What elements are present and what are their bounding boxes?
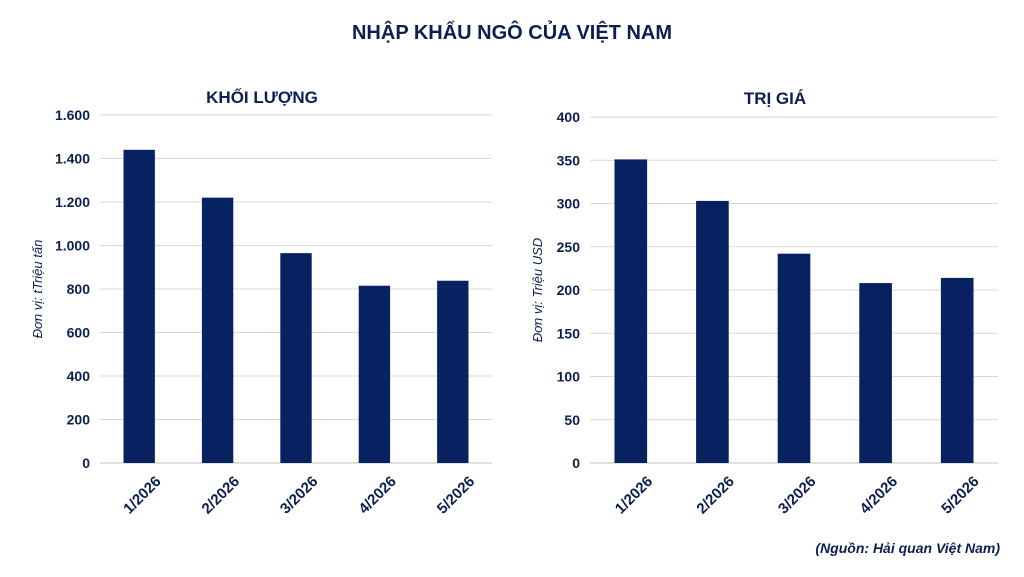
chart-title: KHỐI LƯỢNG bbox=[206, 87, 318, 107]
bar-5-2026 bbox=[437, 280, 469, 463]
x-tick-label: 2/2026 bbox=[693, 473, 737, 517]
y-tick-label: 0 bbox=[572, 455, 580, 471]
chart-khoi-luong: KHỐI LƯỢNG 0 200 400 600 800 1.000 1.200 1.400 1.… bbox=[30, 87, 492, 517]
y-tick-label: 1.400 bbox=[55, 151, 90, 167]
x-tick-label: 4/2026 bbox=[355, 473, 399, 517]
y-tick-label: 400 bbox=[557, 109, 581, 125]
chart-tri-gia: TRỊ GIÁ 0 50 100 150 200 250 300 350 400 Đơn vị: T… bbox=[530, 89, 998, 517]
bar-4-2026 bbox=[859, 283, 892, 463]
bar-1-2026 bbox=[123, 149, 155, 464]
bar-3-2026 bbox=[777, 253, 811, 463]
x-tick-label: 3/2026 bbox=[277, 473, 321, 517]
source-note: (Nguồn: Hải quan Việt Nam) bbox=[815, 540, 1000, 556]
page-title: NHẬP KHẨU NGÔ CỦA VIỆT NAM bbox=[351, 22, 672, 44]
x-tick-label: 5/2026 bbox=[938, 473, 982, 517]
x-tick-label: 4/2026 bbox=[857, 473, 901, 517]
bar-5-2026 bbox=[940, 277, 974, 463]
y-tick-label: 1.600 bbox=[55, 107, 90, 123]
y-tick-label: 400 bbox=[67, 368, 91, 384]
bar-2-2026 bbox=[201, 197, 234, 463]
y-tick-label: 200 bbox=[67, 412, 91, 428]
y-tick-label: 350 bbox=[557, 152, 581, 168]
y-tick-label: 50 bbox=[564, 412, 580, 428]
y-axis-label: Đơn vị: Triệu USD bbox=[530, 238, 545, 342]
bar-3-2026 bbox=[280, 253, 312, 463]
bar-2-2026 bbox=[696, 200, 729, 463]
y-tick-label: 200 bbox=[557, 282, 581, 298]
y-tick-label: 1.000 bbox=[55, 238, 90, 254]
y-tick-label: 100 bbox=[557, 369, 581, 385]
y-tick-label: 1.200 bbox=[55, 194, 90, 210]
x-tick-label: 3/2026 bbox=[775, 473, 819, 517]
x-tick-label: 2/2026 bbox=[199, 473, 243, 517]
y-axis-label: Đơn vị: tTriệu tấn bbox=[30, 240, 45, 339]
x-tick-label: 1/2026 bbox=[120, 473, 164, 517]
y-tick-label: 300 bbox=[557, 196, 581, 212]
y-tick-label: 800 bbox=[67, 281, 91, 297]
x-tick-label: 5/2026 bbox=[434, 473, 478, 517]
bar-4-2026 bbox=[358, 285, 391, 463]
x-tick-label: 1/2026 bbox=[612, 473, 656, 517]
y-tick-label: 150 bbox=[557, 325, 581, 341]
bar-1-2026 bbox=[614, 159, 648, 463]
y-tick-label: 250 bbox=[557, 239, 581, 255]
y-tick-label: 0 bbox=[82, 455, 90, 471]
y-tick-label: 600 bbox=[67, 325, 91, 341]
chart-title: TRỊ GIÁ bbox=[744, 89, 806, 108]
